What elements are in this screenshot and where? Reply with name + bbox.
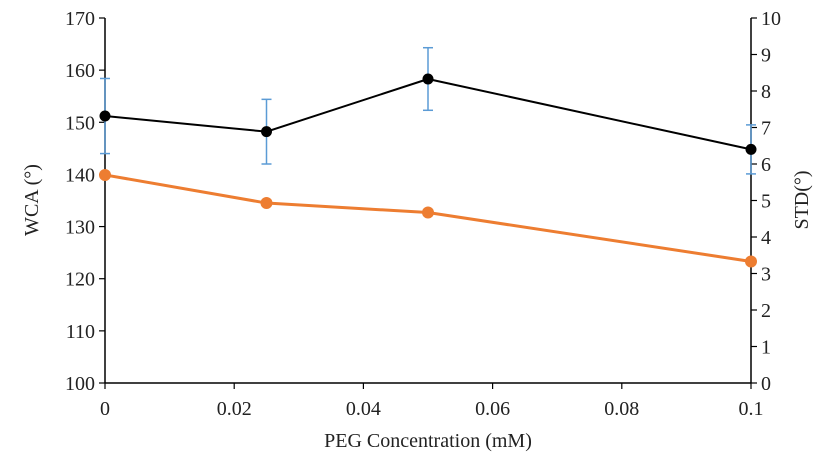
series-1-point [261,126,272,138]
y-tick-label: 130 [65,217,95,239]
series-1-line [104,78,752,151]
x-axis-label: PEG Concentration (mM) [324,430,532,452]
y-tick-label: 110 [66,321,95,343]
y2-tick-label: 4 [761,227,771,249]
left-axis-ticks: 100 110 120 130 140 150 160 170 [65,8,105,395]
series-2-point [745,255,757,268]
y-tick-label: 100 [65,373,95,395]
y-tick-label: 160 [65,60,95,82]
y-tick-label: 120 [65,269,95,291]
series-lines [104,78,752,263]
y2-tick-label: 9 [761,45,771,67]
right-axis-ticks: 0 1 2 3 4 5 6 7 8 9 10 [751,8,781,395]
y2-tick-label: 6 [761,154,771,176]
series-2-point [99,168,111,181]
y2-axis-label: STD(°) [791,170,813,229]
y2-tick-label: 7 [761,118,771,140]
y2-tick-label: 3 [761,264,771,286]
series-1-point [745,143,757,155]
series-1-point [422,73,434,85]
y2-tick-label: 1 [761,337,771,359]
y2-tick-label: 0 [761,373,771,395]
y2-tick-label: 5 [761,191,771,213]
y-tick-label: 150 [65,112,95,134]
x-tick-label: 0.1 [739,398,764,420]
x-tick-label: 0.02 [217,398,252,420]
x-tick-label: 0.04 [346,398,381,420]
y-axis-label: WCA (°) [21,164,43,236]
x-tick-label: 0.08 [604,398,639,420]
y2-tick-label: 10 [761,8,781,30]
x-tick-label: 0.06 [475,398,510,420]
error-bars [100,46,756,175]
series-1-point [99,110,111,122]
y2-tick-label: 8 [761,81,771,103]
x-axis-ticks: 0 0.02 0.04 0.06 0.08 0.1 [100,383,764,420]
series-2-point [260,197,273,210]
series-2-line [104,173,752,263]
series-points [99,73,757,268]
y-tick-label: 170 [65,8,95,30]
series-2-point [422,206,434,219]
y-tick-label: 140 [65,164,95,186]
x-tick-label: 0 [100,398,110,420]
y2-tick-label: 2 [761,300,771,322]
